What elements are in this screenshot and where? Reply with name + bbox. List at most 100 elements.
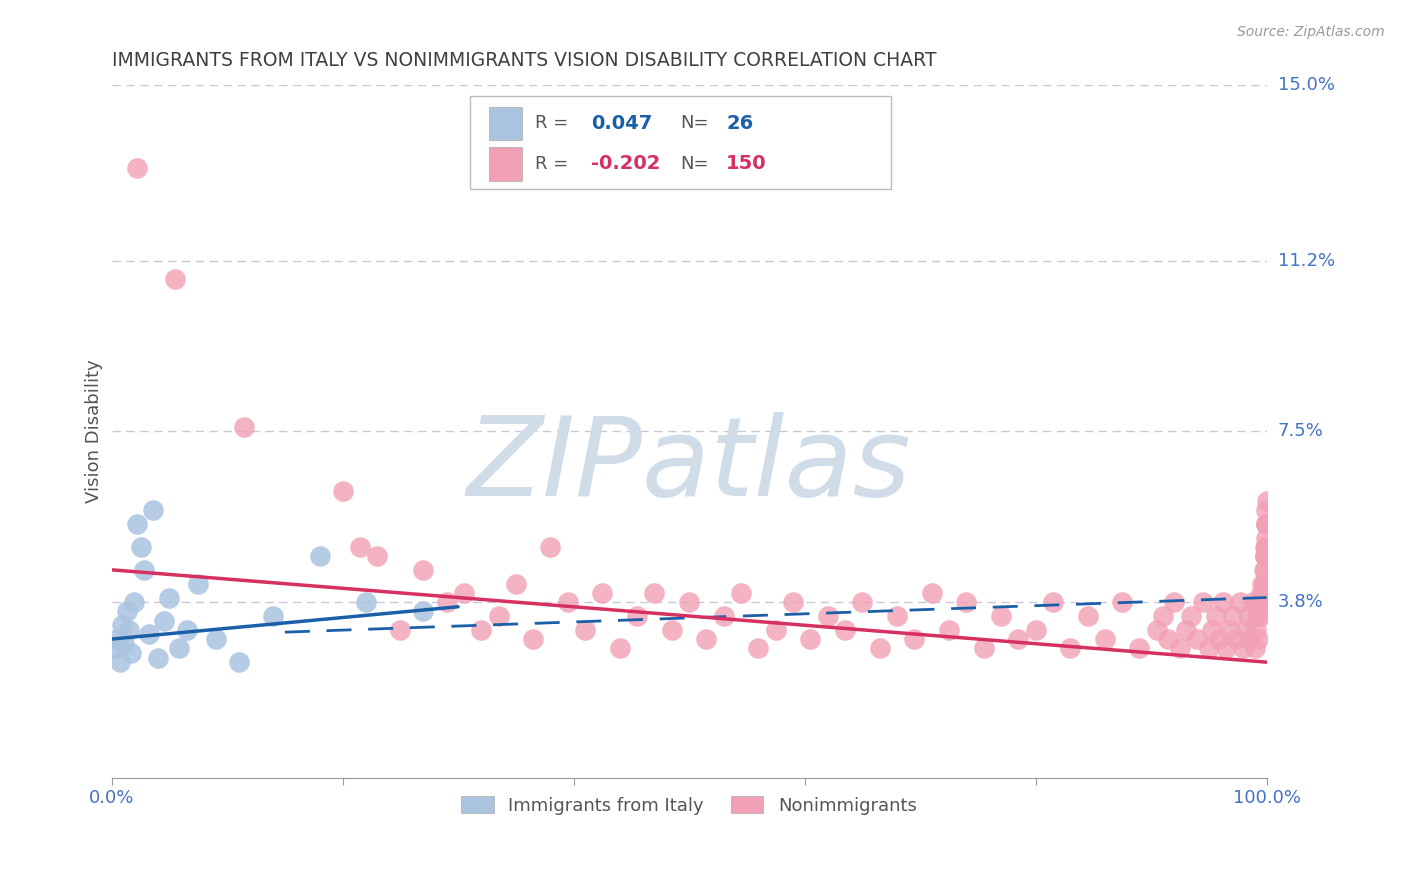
Text: -0.202: -0.202 — [591, 154, 661, 173]
Point — [1157, 632, 1180, 646]
Point — [389, 623, 412, 637]
Text: 11.2%: 11.2% — [1278, 252, 1334, 269]
Point — [1232, 641, 1254, 656]
Point — [869, 641, 891, 656]
Point — [1059, 641, 1081, 656]
Point — [973, 641, 995, 656]
FancyBboxPatch shape — [489, 147, 522, 180]
Point — [574, 623, 596, 637]
Point — [1250, 609, 1272, 624]
Point — [817, 609, 839, 624]
Point — [730, 586, 752, 600]
Point — [1192, 595, 1215, 609]
Point — [1251, 595, 1274, 609]
Point — [120, 646, 142, 660]
Point — [1253, 549, 1275, 563]
Text: 3.8%: 3.8% — [1278, 593, 1323, 611]
Point — [1229, 595, 1251, 609]
Point — [1244, 623, 1267, 637]
Text: ZIPatlas: ZIPatlas — [467, 412, 911, 519]
Point — [938, 623, 960, 637]
Point — [1253, 586, 1275, 600]
Point — [1042, 595, 1064, 609]
Point — [1094, 632, 1116, 646]
Point — [851, 595, 873, 609]
Point — [115, 604, 138, 618]
Point — [1205, 609, 1227, 624]
Point — [1201, 623, 1223, 637]
Text: Source: ZipAtlas.com: Source: ZipAtlas.com — [1237, 25, 1385, 39]
Point — [626, 609, 648, 624]
Point — [146, 650, 169, 665]
Point — [1247, 632, 1270, 646]
Point — [1007, 632, 1029, 646]
Point — [204, 632, 226, 646]
Point — [1076, 609, 1098, 624]
Text: R =: R = — [536, 155, 569, 173]
Point — [1251, 595, 1274, 609]
Point — [308, 549, 330, 563]
Text: R =: R = — [536, 114, 569, 132]
FancyBboxPatch shape — [489, 106, 522, 140]
Point — [955, 595, 977, 609]
Point — [1256, 516, 1278, 531]
Y-axis label: Vision Disability: Vision Disability — [86, 359, 103, 503]
Point — [412, 604, 434, 618]
Point — [488, 609, 510, 624]
Point — [505, 576, 527, 591]
Point — [1174, 623, 1197, 637]
Point — [138, 627, 160, 641]
Text: 7.5%: 7.5% — [1278, 422, 1323, 441]
Point — [522, 632, 544, 646]
Point — [228, 655, 250, 669]
Text: IMMIGRANTS FROM ITALY VS NONIMMIGRANTS VISION DISABILITY CORRELATION CHART: IMMIGRANTS FROM ITALY VS NONIMMIGRANTS V… — [111, 51, 936, 70]
Point — [1168, 641, 1191, 656]
Point — [1254, 549, 1277, 563]
Point — [643, 586, 665, 600]
Point — [1111, 595, 1133, 609]
Point — [1239, 632, 1261, 646]
Point — [1128, 641, 1150, 656]
Point — [557, 595, 579, 609]
Point — [695, 632, 717, 646]
Point — [122, 595, 145, 609]
Point — [782, 595, 804, 609]
Point — [1256, 493, 1278, 508]
Point — [1198, 641, 1220, 656]
Point — [1212, 595, 1234, 609]
Point — [470, 623, 492, 637]
Point — [125, 516, 148, 531]
Point — [1152, 609, 1174, 624]
Point — [1146, 623, 1168, 637]
Point — [142, 503, 165, 517]
Point — [799, 632, 821, 646]
Point — [1237, 609, 1260, 624]
Point — [1256, 503, 1278, 517]
Point — [1246, 609, 1268, 624]
Point — [886, 609, 908, 624]
Point — [1215, 641, 1237, 656]
Point — [262, 609, 284, 624]
Point — [349, 540, 371, 554]
Point — [107, 632, 129, 646]
Point — [187, 576, 209, 591]
Text: 26: 26 — [725, 113, 754, 133]
Point — [167, 641, 190, 656]
Point — [1254, 540, 1277, 554]
Point — [366, 549, 388, 563]
Point — [111, 618, 134, 632]
Point — [436, 595, 458, 609]
Point — [165, 272, 187, 286]
Point — [1256, 516, 1278, 531]
Point — [125, 161, 148, 176]
Point — [108, 655, 131, 669]
Point — [1025, 623, 1047, 637]
Point — [1254, 540, 1277, 554]
Legend: Immigrants from Italy, Nonimmigrants: Immigrants from Italy, Nonimmigrants — [453, 787, 925, 824]
Point — [332, 484, 354, 499]
Point — [1254, 531, 1277, 545]
Point — [713, 609, 735, 624]
Point — [453, 586, 475, 600]
Point — [1234, 623, 1257, 637]
Point — [765, 623, 787, 637]
